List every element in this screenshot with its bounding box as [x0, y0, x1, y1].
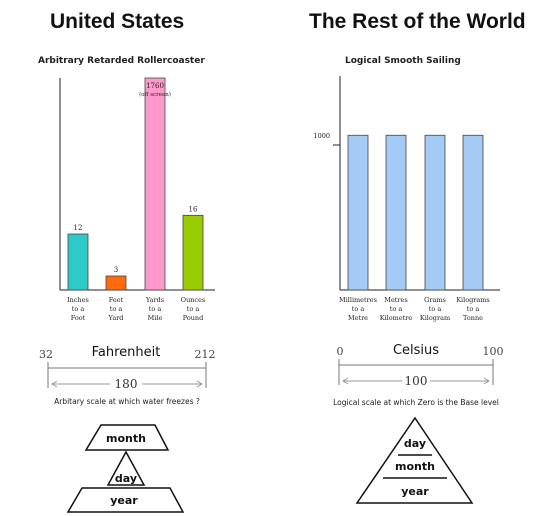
- us-pyramid-bottom-label: year: [110, 494, 138, 507]
- us-category-label-0-1: to a: [72, 305, 85, 313]
- world-bar-1: [385, 134, 407, 291]
- world-date-pyramid: day month year: [355, 416, 474, 504]
- us-value-label-2: 1760: [146, 82, 164, 90]
- us-value-label-0: 12: [74, 224, 83, 232]
- us-pyramid-top-label: month: [106, 432, 146, 445]
- us-chart-title: Arbitrary Retarded Rollercoaster: [38, 56, 205, 66]
- world-pyramid-top-label: day: [404, 437, 426, 450]
- celsius-low: 0: [337, 345, 344, 358]
- celsius-arrowhead-right: [483, 377, 490, 385]
- world-heading: The Rest of the World: [309, 10, 526, 33]
- world-category-label-2-0: Grams: [424, 296, 446, 304]
- world-bar-2: [424, 134, 446, 291]
- us-pyramid-middle-label: day: [115, 472, 137, 485]
- us-category-label-0-0: Inches: [67, 296, 89, 304]
- world-category-label-1-1: to a: [390, 305, 403, 313]
- world-category-label-1-0: Metres: [384, 296, 407, 304]
- us-annotation-2: (off screen): [139, 91, 171, 98]
- us-category-label-2-2: Mile: [148, 314, 163, 322]
- world-category-label-3-1: to a: [467, 305, 480, 313]
- fahrenheit-low: 32: [39, 348, 53, 361]
- fahrenheit-high: 212: [195, 348, 216, 361]
- celsius-caption: Logical scale at which Zero is the Base …: [333, 398, 499, 407]
- world-category-label-1-2: Kilometre: [380, 314, 413, 322]
- us-category-label-1-0: Feet: [109, 296, 124, 304]
- world-pyramid-outline: [355, 416, 474, 504]
- fahrenheit-arrowhead-right: [196, 380, 203, 388]
- fahrenheit-caption: Arbitary scale at which water freezes ?: [54, 397, 200, 406]
- world-category-label-0-1: to a: [352, 305, 365, 313]
- fahrenheit-arrowhead-left: [51, 380, 58, 388]
- us-pyramid-middle-block: [106, 450, 146, 486]
- us-bar-3: [182, 214, 204, 291]
- world-y-tick-label-0: 1000: [313, 132, 330, 140]
- world-category-label-0-2: Metre: [348, 314, 368, 322]
- world-category-label-0-0: Millimetres: [339, 296, 377, 304]
- us-category-label-1-1: to a: [110, 305, 123, 313]
- fahrenheit-span: 180: [115, 377, 138, 391]
- world-pyramid-middle-label: month: [395, 460, 435, 473]
- us-bar-1: [105, 275, 127, 291]
- us-category-label-2-1: to a: [149, 305, 162, 313]
- celsius-arrowhead-left: [342, 377, 349, 385]
- us-bar-2: [144, 77, 166, 291]
- celsius-high: 100: [483, 345, 504, 358]
- us-category-label-0-2: Foot: [71, 314, 86, 322]
- world-category-label-2-1: to a: [429, 305, 442, 313]
- world-bar-0: [347, 134, 369, 291]
- celsius-scale: 0 Celsius 100 100 Logical scale at which…: [333, 343, 503, 407]
- us-category-label-2-0: Yards: [145, 296, 164, 304]
- fahrenheit-label: Fahrenheit: [92, 345, 161, 360]
- us-value-label-1: 3: [114, 266, 118, 274]
- fahrenheit-scale: 32 Fahrenheit 212 180 Arbitary scale at …: [39, 345, 216, 406]
- us-category-label-3-0: Ounces: [181, 296, 206, 304]
- us-category-label-3-1: to a: [187, 305, 200, 313]
- celsius-label: Celsius: [393, 343, 439, 358]
- world-category-label-3-2: Tonne: [463, 314, 483, 322]
- celsius-span: 100: [405, 374, 428, 388]
- world-category-label-3-0: Kilograms: [456, 296, 490, 304]
- us-pyramid-bottom-block: [66, 487, 185, 513]
- us-pyramid-top-block: [84, 424, 170, 451]
- world-category-label-2-2: Kilogram: [420, 314, 450, 322]
- us-heading: United States: [50, 10, 185, 33]
- world-chart-title: Logical Smooth Sailing: [345, 56, 461, 66]
- us-bar-0: [67, 233, 89, 291]
- world-pyramid-bottom-label: year: [401, 485, 429, 498]
- world-bar-3: [462, 134, 484, 291]
- us-value-label-3: 16: [189, 205, 198, 213]
- us-date-pyramid: month day year: [66, 424, 185, 513]
- us-category-label-3-2: Pound: [183, 314, 204, 322]
- us-category-label-1-2: Yard: [108, 314, 124, 322]
